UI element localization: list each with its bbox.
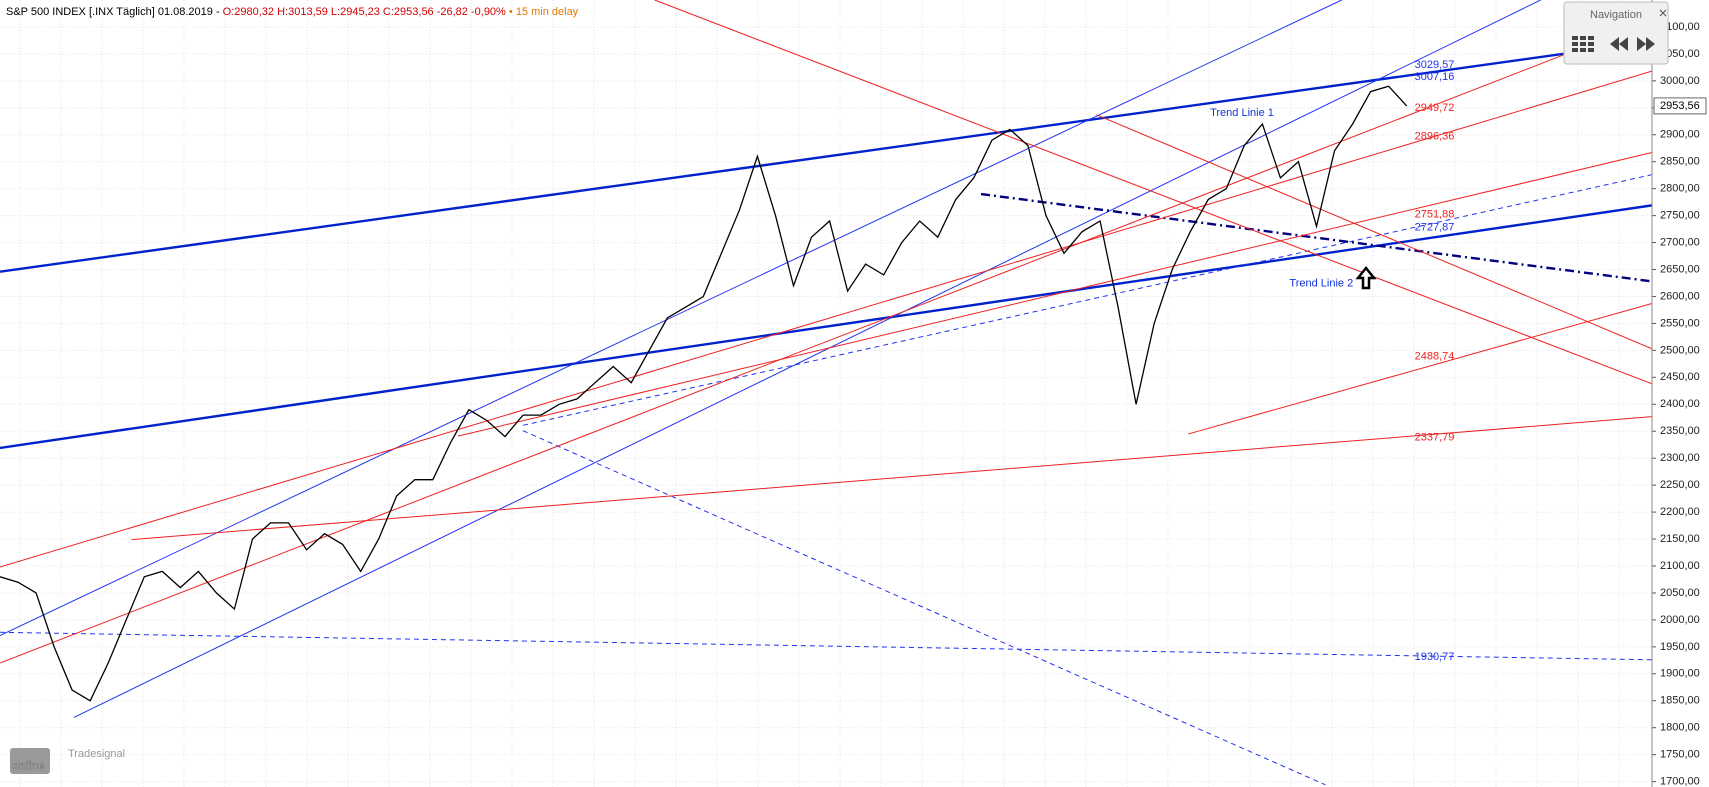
header-quote: O:2980,32 H:3013,59 L:2945,23 C:2953,56 … [223,6,506,18]
y-tick-label: 2450,00 [1660,371,1700,383]
y-tick-label: 1900,00 [1660,668,1700,680]
trend-line [0,204,1652,450]
price-label: 1930,77 [1415,651,1455,663]
trend-line [1096,114,1652,350]
trend-line [522,430,1326,786]
price-label: 2751,88 [1415,209,1455,221]
nav-back[interactable] [1610,37,1628,51]
brand-main: online [12,760,44,772]
y-tick-label: 2900,00 [1660,129,1700,141]
price-label: 2949,72 [1415,102,1455,114]
brand-small: Tradesignal [68,748,125,760]
price-label: 2727,87 [1415,221,1455,233]
y-tick-label: 3000,00 [1660,75,1700,87]
header-title: S&P 500 INDEX [.INX Täglich] 01.08.2019 … [6,6,220,18]
y-tick-label: 2000,00 [1660,614,1700,626]
arrow-up [1355,265,1377,290]
trend-line [0,70,1652,568]
price-label: 2488,74 [1415,350,1455,362]
trend-line [654,0,1652,385]
logo-box [10,748,50,774]
trend-line [522,174,1652,426]
trend-line [0,43,1593,664]
y-tick-label: 2300,00 [1660,452,1700,464]
price-label: 3007,16 [1415,71,1455,83]
y-tick-label: 1850,00 [1660,695,1700,707]
annotation: Trend Linie 1 [1210,107,1274,119]
trend-line [1188,302,1652,435]
y-tick-label: 3050,00 [1660,48,1700,60]
y-tick-label: 2550,00 [1660,317,1700,329]
header: S&P 500 INDEX [.INX Täglich] 01.08.2019 … [6,6,579,18]
nav-title: Navigation [1590,9,1642,21]
price-label: 3029,57 [1415,59,1455,71]
y-tick-label: 2100,00 [1660,560,1700,572]
y-tick-label: 1950,00 [1660,641,1700,653]
y-tick-label: 2200,00 [1660,506,1700,518]
last-price-label: 2953,56 [1660,100,1700,112]
price-label: 2337,79 [1415,432,1455,444]
price-label: 2896,36 [1415,131,1455,143]
annotation: Trend Linie 2 [1289,277,1353,289]
last-price-box [1653,97,1707,115]
y-tick-label: 2150,00 [1660,533,1700,545]
nav-grid-icon[interactable] [1572,36,1594,52]
y-tick-label: 2700,00 [1660,236,1700,248]
navigation-panel[interactable]: Navigation [1563,1,1669,65]
y-tick-label: 2500,00 [1660,344,1700,356]
y-tick-label: 2600,00 [1660,290,1700,302]
y-tick-label: 1700,00 [1660,776,1700,787]
vertical-grid [0,0,1652,787]
trend-line [457,152,1652,437]
y-tick-label: 2250,00 [1660,479,1700,491]
y-tick-label: 2800,00 [1660,183,1700,195]
y-tick-label: 2400,00 [1660,398,1700,410]
y-tick-label: 2350,00 [1660,425,1700,437]
trend-line [0,0,1342,636]
y-tick-label: 2750,00 [1660,210,1700,222]
y-tick-label: 1750,00 [1660,749,1700,761]
price-line [0,85,1408,702]
y-tick-label: 2850,00 [1660,156,1700,168]
nav-close[interactable] [1659,9,1667,17]
y-tick-label: 3100,00 [1660,21,1700,33]
y-tick-label: 2650,00 [1660,263,1700,275]
trend-line [73,0,1542,718]
trend-line [131,416,1652,541]
brand-logo: Tradesignal online [10,748,125,774]
y-tick-label: 1800,00 [1660,722,1700,734]
y-tick-label: 2050,00 [1660,587,1700,599]
header-delay: • 15 min delay [509,6,579,18]
nav-forward[interactable] [1637,37,1655,51]
